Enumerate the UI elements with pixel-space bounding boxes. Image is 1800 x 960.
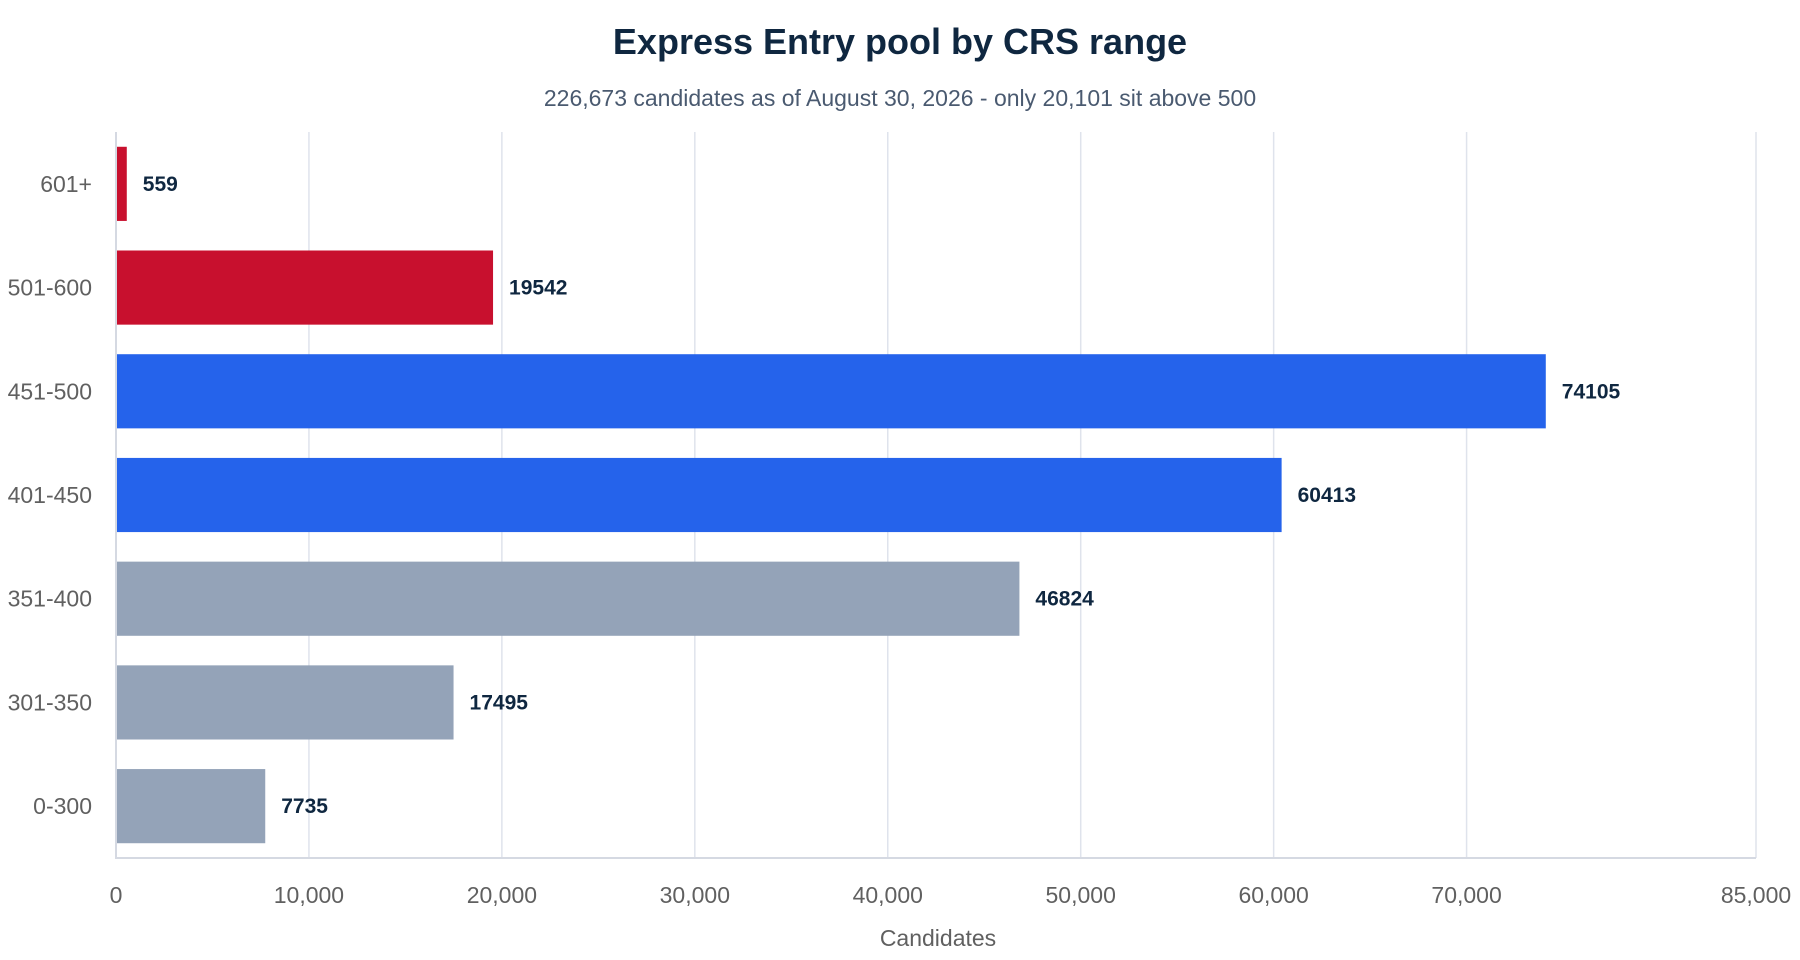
x-tick-label: 20,000 <box>467 882 537 908</box>
value-label: 7735 <box>281 795 328 818</box>
category-label: 0-300 <box>33 793 92 819</box>
x-tick-label: 85,000 <box>1721 882 1791 908</box>
x-tick-labels: 0 10,000 20,000 30,000 40,000 50,000 60,000 70,… <box>110 882 1792 908</box>
chart-title: Express Entry pool by CRS range <box>613 21 1187 62</box>
value-label: 17495 <box>470 691 529 714</box>
category-label: 601+ <box>40 171 92 197</box>
x-tick-label: 70,000 <box>1431 882 1501 908</box>
category-labels: 601+ 501-600 451-500 401-450 351-400 301-350 0… <box>8 171 92 819</box>
value-labels: 559 19542 74105 60413 46824 17495 7735 <box>143 173 1621 818</box>
category-label: 501-600 <box>8 275 92 301</box>
value-label: 60413 <box>1298 484 1356 507</box>
bar-401-450 <box>117 457 1282 533</box>
value-label: 19542 <box>509 277 567 300</box>
bar-351-400 <box>117 561 1020 636</box>
bar-0-300 <box>117 769 266 844</box>
value-label: 74105 <box>1562 380 1621 403</box>
category-label: 301-350 <box>8 689 92 715</box>
x-tick-label: 50,000 <box>1046 882 1116 908</box>
value-label: 46824 <box>1035 588 1094 611</box>
x-tick-label: 40,000 <box>853 882 923 908</box>
category-label: 401-450 <box>8 482 92 508</box>
bar-451-500 <box>117 354 1546 429</box>
x-axis-title: Candidates <box>880 925 996 951</box>
x-tick-label: 60,000 <box>1238 882 1308 908</box>
x-tick-label: 0 <box>110 882 123 908</box>
bar-501-600 <box>117 250 494 325</box>
bars <box>117 146 1546 844</box>
bar-301-350 <box>117 665 454 740</box>
category-label: 451-500 <box>8 378 92 404</box>
value-label: 559 <box>143 173 178 196</box>
chart-subtitle: 226,673 candidates as of August 30, 2026… <box>544 85 1256 111</box>
category-label: 351-400 <box>8 586 92 612</box>
bar-601+ <box>117 146 127 221</box>
x-tick-label: 30,000 <box>660 882 730 908</box>
x-tick-label: 10,000 <box>274 882 344 908</box>
